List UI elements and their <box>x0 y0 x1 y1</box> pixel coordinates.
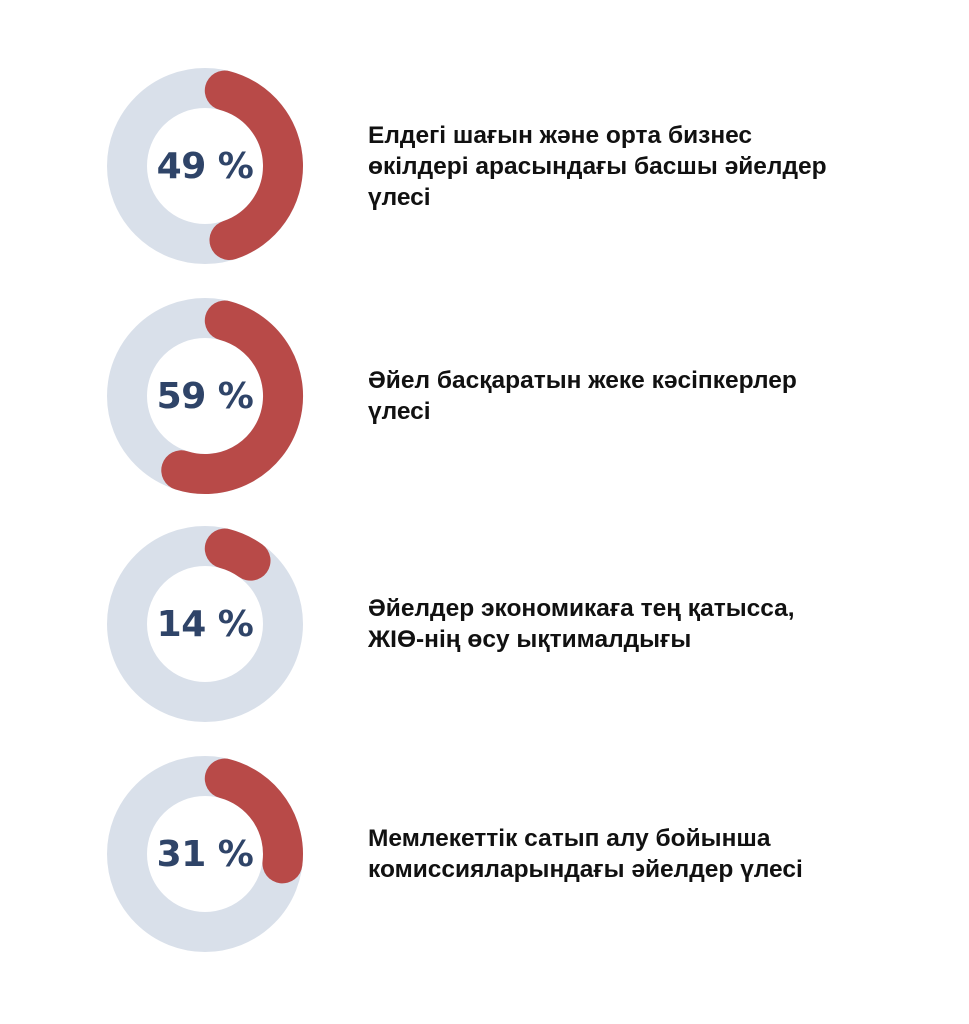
donut-arc-1 <box>204 70 303 261</box>
stat-row-4: 31 % Мемлекеттік сатып алу бойынша комис… <box>0 754 969 954</box>
stat-row-3: 14 % Әйелдер экономикаға тең қатысса, ЖІ… <box>0 524 969 724</box>
stat-description-4: Мемлекеттік сатып алу бойынша комиссияла… <box>368 825 803 883</box>
donut-chart-3 <box>105 524 305 724</box>
stat-description-3: Әйелдер экономикаға тең қатысса, ЖІӨ-нің… <box>368 595 795 653</box>
value-label-4: 31 % <box>156 833 254 875</box>
value-label-2: 59 % <box>156 375 254 417</box>
stat-description-2: Әйел басқаратын жеке кәсіпкерлер үлесі <box>368 367 797 425</box>
stat-row-1: 49 % Елдегі шағын және орта бизнес өкілд… <box>0 66 969 266</box>
donut-arc-2 <box>161 300 304 494</box>
stat-description-1: Елдегі шағын және орта бизнес өкілдері а… <box>368 121 827 211</box>
value-label-3: 14 % <box>156 603 254 645</box>
donut-arc-3 <box>204 528 271 581</box>
donut-chart-4 <box>105 754 305 954</box>
donut-chart-1 <box>105 66 305 266</box>
donut-chart-2 <box>105 296 305 496</box>
stat-row-2: 59 % Әйел басқаратын жеке кәсіпкерлер үл… <box>0 296 969 496</box>
donut-arc-4 <box>204 758 303 884</box>
value-label-1: 49 % <box>156 145 254 187</box>
